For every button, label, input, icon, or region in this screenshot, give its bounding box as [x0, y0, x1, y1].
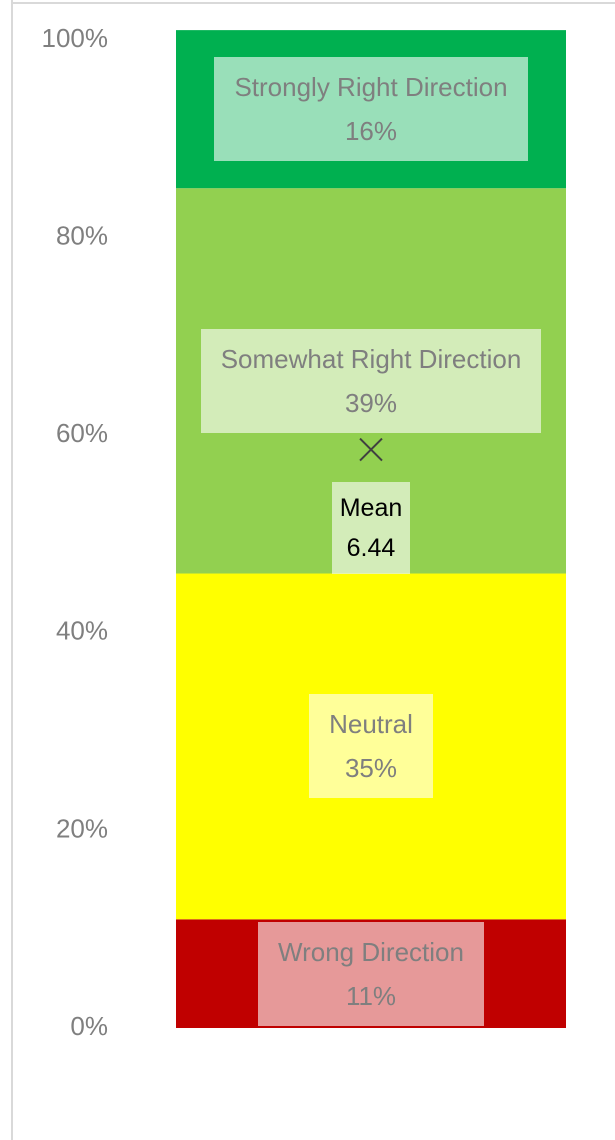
series-name: Somewhat Right Direction — [220, 343, 522, 374]
label-box: Neutral 35% — [309, 694, 433, 799]
value-label: 39% — [344, 387, 398, 418]
segment-label: Neutral 35% — [176, 574, 566, 920]
value-label: 11% — [345, 980, 397, 1011]
mean-label: Mean 6.44 — [291, 481, 451, 582]
label-wrap: Somewhat Right Direction 39% — [176, 188, 566, 573]
segment-label: Strongly Right Direction 16% — [176, 30, 566, 188]
label-box: Somewhat Right Direction 39% — [200, 328, 542, 433]
mean-title: Mean — [339, 493, 403, 522]
mean-box: Mean 6.44 — [331, 481, 411, 574]
mean-wrap: Mean 6.44 — [291, 481, 451, 582]
label-box: Wrong Direction 11% — [258, 921, 484, 1026]
value-label: 16% — [344, 116, 398, 147]
segment-label: Somewhat Right Direction 39% — [176, 188, 566, 573]
label-wrap: Strongly Right Direction 16% — [176, 30, 566, 188]
value-label: 35% — [344, 753, 398, 784]
label-wrap: Neutral 35% — [176, 574, 566, 920]
label-wrap: Wrong Direction 11% — [176, 919, 566, 1028]
y-tick-label: 20% — [56, 813, 108, 843]
y-tick-label: 100% — [42, 23, 109, 53]
series-name: Neutral — [329, 709, 413, 740]
y-tick-label: 60% — [56, 418, 108, 448]
series-name: Strongly Right Direction — [234, 72, 508, 103]
y-tick-label: 40% — [56, 616, 108, 646]
label-box: Strongly Right Direction 16% — [214, 57, 528, 162]
mean-marker — [359, 437, 383, 462]
mean-value: 6.44 — [346, 533, 396, 562]
y-tick-label: 0% — [70, 1011, 108, 1041]
segment-label: Wrong Direction 11% — [176, 919, 566, 1028]
y-tick-label: 80% — [56, 220, 108, 250]
series-name: Wrong Direction — [278, 936, 464, 967]
